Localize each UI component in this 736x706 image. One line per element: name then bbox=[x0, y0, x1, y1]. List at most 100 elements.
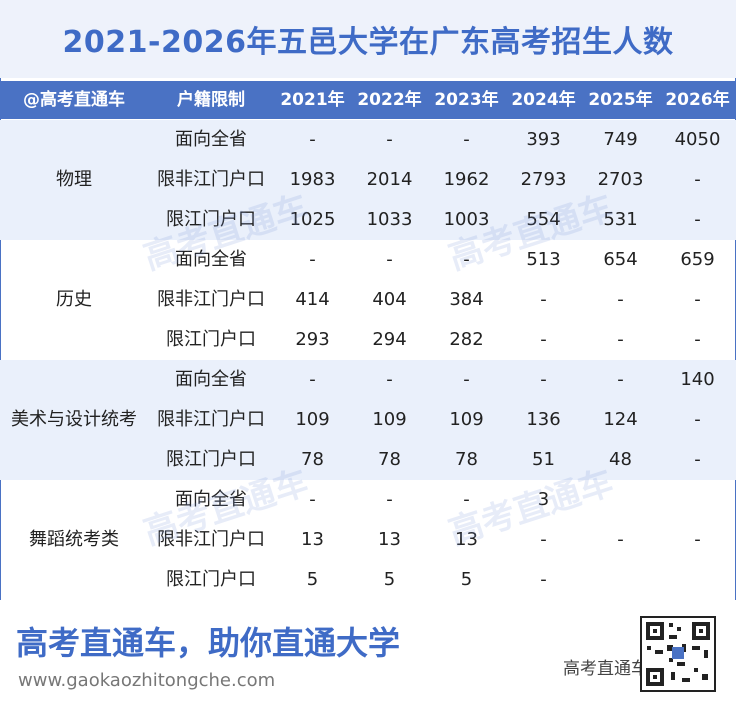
value-cell: 293 bbox=[295, 329, 330, 350]
value-cell: - bbox=[309, 129, 316, 150]
restriction-cell: 面向全省 bbox=[175, 249, 247, 270]
value-cell: - bbox=[694, 329, 701, 350]
value-cell: - bbox=[694, 289, 701, 310]
restriction-cell: 限非江门户口 bbox=[157, 529, 265, 550]
value-cell bbox=[582, 560, 659, 600]
restriction-cell: 限江门户口 bbox=[166, 329, 256, 350]
value-cell: 414 bbox=[295, 289, 330, 310]
value-cell: - bbox=[309, 249, 316, 270]
value-cell: 282 bbox=[449, 329, 484, 350]
value-cell: 2793 bbox=[520, 169, 567, 190]
value-cell: 78 bbox=[455, 449, 478, 470]
value-cell: 393 bbox=[526, 129, 561, 150]
value-cell: 109 bbox=[449, 409, 484, 430]
value-cell: - bbox=[463, 489, 470, 510]
header-2026: 2026年 bbox=[665, 90, 730, 110]
footer-brand: 高考直通车 bbox=[563, 659, 648, 679]
value-cell bbox=[659, 480, 736, 520]
value-cell: 5 bbox=[383, 569, 396, 590]
value-cell: - bbox=[540, 329, 547, 350]
value-cell: - bbox=[694, 449, 701, 470]
value-cell: 13 bbox=[455, 529, 478, 550]
value-cell: - bbox=[386, 129, 393, 150]
value-cell: 5 bbox=[460, 569, 473, 590]
restriction-cell: 限非江门户口 bbox=[157, 289, 265, 310]
value-cell: 654 bbox=[603, 249, 638, 270]
group-band bbox=[0, 120, 736, 240]
group-name: 历史 bbox=[56, 289, 92, 310]
value-cell: 13 bbox=[378, 529, 401, 550]
value-cell: 124 bbox=[603, 409, 638, 430]
value-cell: - bbox=[617, 369, 624, 390]
value-cell: 3 bbox=[537, 489, 550, 510]
table-header: @高考直通车 户籍限制 2021年 2022年 2023年 2024年 2025… bbox=[0, 81, 736, 119]
value-cell: 1003 bbox=[443, 209, 490, 230]
group-name: 舞蹈统考类 bbox=[29, 529, 119, 550]
value-cell: - bbox=[463, 369, 470, 390]
value-cell: 1033 bbox=[366, 209, 413, 230]
value-cell: - bbox=[694, 169, 701, 190]
value-cell: 531 bbox=[603, 209, 638, 230]
restriction-cell: 限江门户口 bbox=[166, 569, 256, 590]
group-name: 美术与设计统考 bbox=[11, 409, 137, 430]
restriction-cell: 限江门户口 bbox=[166, 449, 256, 470]
value-cell: 513 bbox=[526, 249, 561, 270]
value-cell: 404 bbox=[372, 289, 407, 310]
value-cell: - bbox=[463, 129, 470, 150]
value-cell: 2014 bbox=[366, 169, 413, 190]
value-cell: 4050 bbox=[674, 129, 721, 150]
value-cell: 659 bbox=[680, 249, 715, 270]
footer-slogan: 高考直通车，助你直通大学 bbox=[16, 624, 401, 662]
value-cell: 749 bbox=[603, 129, 638, 150]
value-cell: 140 bbox=[680, 369, 715, 390]
value-cell: 294 bbox=[372, 329, 407, 350]
value-cell: 51 bbox=[532, 449, 555, 470]
group-band bbox=[0, 360, 736, 480]
header-2021: 2021年 bbox=[280, 90, 345, 110]
value-cell: - bbox=[694, 529, 701, 550]
value-cell: - bbox=[309, 489, 316, 510]
value-cell bbox=[659, 560, 736, 600]
value-cell: - bbox=[540, 369, 547, 390]
group-name: 物理 bbox=[56, 169, 92, 190]
value-cell: - bbox=[540, 569, 547, 590]
value-cell: - bbox=[386, 249, 393, 270]
value-cell: 78 bbox=[378, 449, 401, 470]
header-2025: 2025年 bbox=[588, 90, 653, 110]
value-cell: 1025 bbox=[289, 209, 336, 230]
value-cell: 5 bbox=[306, 569, 319, 590]
restriction-cell: 面向全省 bbox=[175, 369, 247, 390]
value-cell: 109 bbox=[295, 409, 330, 430]
value-cell: 136 bbox=[526, 409, 561, 430]
value-cell: 1983 bbox=[289, 169, 336, 190]
header-2024: 2024年 bbox=[511, 90, 576, 110]
value-cell: 1962 bbox=[443, 169, 490, 190]
value-cell: - bbox=[694, 209, 701, 230]
value-cell: - bbox=[617, 529, 624, 550]
value-cell: - bbox=[309, 369, 316, 390]
restriction-cell: 限非江门户口 bbox=[157, 409, 265, 430]
value-cell: - bbox=[540, 289, 547, 310]
value-cell: 78 bbox=[301, 449, 324, 470]
header-restriction: 户籍限制 bbox=[177, 90, 245, 110]
value-cell: - bbox=[463, 249, 470, 270]
value-cell: - bbox=[386, 369, 393, 390]
header-2023: 2023年 bbox=[434, 90, 499, 110]
value-cell: - bbox=[540, 529, 547, 550]
value-cell: 554 bbox=[526, 209, 561, 230]
value-cell: - bbox=[617, 329, 624, 350]
restriction-cell: 限江门户口 bbox=[166, 209, 256, 230]
value-cell: 109 bbox=[372, 409, 407, 430]
value-cell: 384 bbox=[449, 289, 484, 310]
footer-website[interactable]: www.gaokaozhitongche.com bbox=[18, 670, 276, 691]
restriction-cell: 限非江门户口 bbox=[157, 169, 265, 190]
value-cell: 48 bbox=[609, 449, 632, 470]
value-cell: - bbox=[617, 289, 624, 310]
restriction-cell: 面向全省 bbox=[175, 129, 247, 150]
value-cell: 13 bbox=[301, 529, 324, 550]
header-2022: 2022年 bbox=[357, 90, 422, 110]
footer: 高考直通车，助你直通大学 www.gaokaozhitongche.com 高考… bbox=[0, 600, 736, 706]
page-title: 2021-2026年五邑大学在广东高考招生人数 bbox=[0, 0, 736, 78]
restriction-cell: 面向全省 bbox=[175, 489, 247, 510]
qr-code-icon bbox=[640, 616, 716, 692]
